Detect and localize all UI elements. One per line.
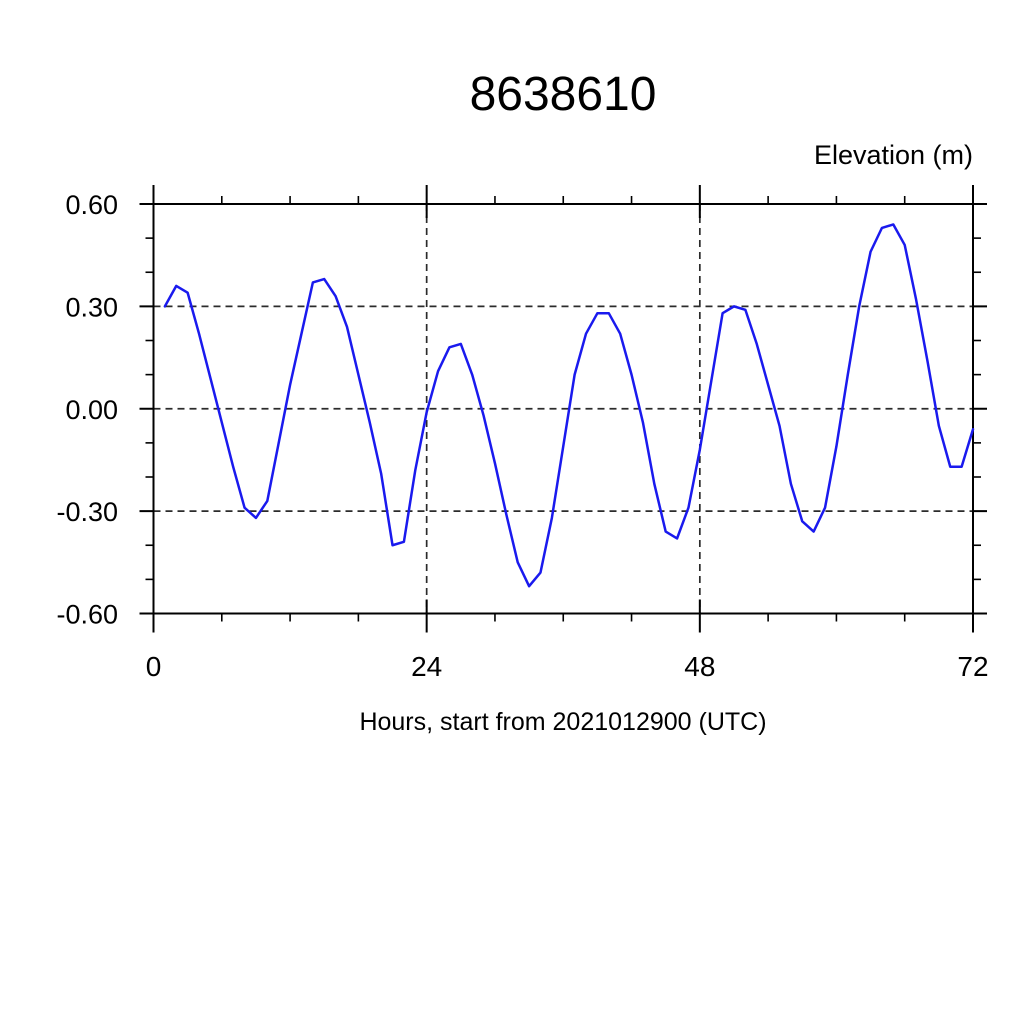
- y-axis-title: Elevation (m): [814, 140, 973, 170]
- y-tick-label: -0.30: [56, 497, 118, 527]
- x-axis-title: Hours, start from 2021012900 (UTC): [359, 708, 766, 736]
- x-tick-label: 24: [411, 651, 442, 682]
- x-tick-label: 0: [146, 651, 162, 682]
- axis-ticks: [139, 185, 987, 633]
- axis-tick-labels: 0.60 0.30 0.00 -0.30 -0.60 0 24 48 72: [56, 190, 988, 682]
- elevation-line-series: [163, 223, 975, 588]
- y-tick-label: 0.60: [65, 190, 118, 220]
- x-tick-label: 48: [684, 651, 715, 682]
- y-tick-label: -0.60: [56, 600, 118, 630]
- x-tick-label: 72: [957, 651, 988, 682]
- y-tick-label: 0.30: [65, 292, 118, 322]
- y-tick-label: 0.00: [65, 395, 118, 425]
- chart-title: 8638610: [470, 68, 657, 121]
- gridlines: [152, 203, 974, 615]
